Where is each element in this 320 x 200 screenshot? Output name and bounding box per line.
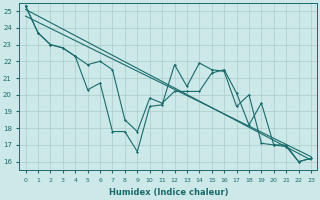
X-axis label: Humidex (Indice chaleur): Humidex (Indice chaleur) <box>108 188 228 197</box>
